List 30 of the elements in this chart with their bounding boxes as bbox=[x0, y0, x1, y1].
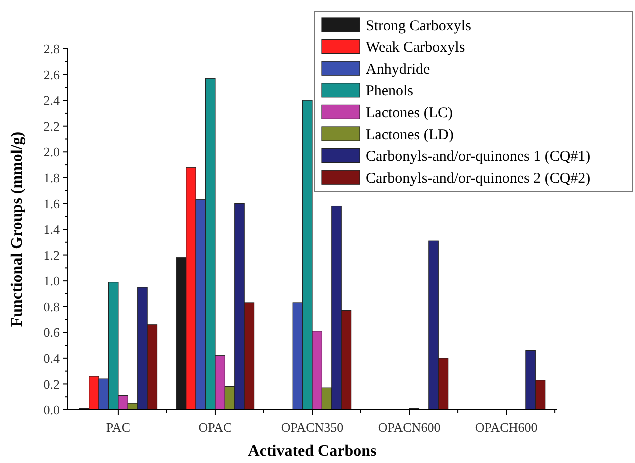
y-tick-label: 1.4 bbox=[44, 222, 60, 238]
legend-label: Strong Carboxyls bbox=[366, 18, 472, 34]
x-tick-label: OPACN350 bbox=[281, 420, 344, 435]
legend-label: Lactones (LD) bbox=[366, 127, 454, 144]
y-tick-label: 0.2 bbox=[44, 376, 60, 392]
y-tick-label: 0.6 bbox=[44, 325, 60, 340]
legend-label: Carbonyls-and/or-quinones 1 (CQ#1) bbox=[366, 149, 591, 166]
y-tick-label: 1.6 bbox=[44, 196, 60, 212]
y-tick-label: 2.6 bbox=[44, 67, 60, 82]
legend-label: Lactones (LC) bbox=[366, 105, 454, 122]
y-tick-label: 2.0 bbox=[44, 144, 60, 160]
y-tick-label: 2.2 bbox=[44, 118, 60, 134]
x-tick-label: OPAC bbox=[198, 420, 232, 435]
x-tick-label: OPACN600 bbox=[378, 420, 441, 435]
legend-label: Weak Carboxyls bbox=[366, 40, 466, 56]
x-tick-label: PAC bbox=[106, 420, 131, 435]
x-axis-title: Activated Carbons bbox=[248, 443, 377, 460]
x-tick-label: OPACH600 bbox=[475, 420, 538, 435]
y-tick-label: 1.2 bbox=[44, 248, 60, 263]
y-tick-label: 1.8 bbox=[44, 170, 60, 186]
legend-label: Carbonyls-and/or-quinones 2 (CQ#2) bbox=[366, 170, 591, 187]
y-tick-label: 2.8 bbox=[44, 42, 60, 57]
y-tick-label: 1.0 bbox=[44, 274, 60, 289]
y-tick-label: 0.0 bbox=[44, 402, 60, 418]
y-tick-label: 0.8 bbox=[44, 299, 60, 314]
legend-label: Phenols bbox=[366, 84, 414, 100]
y-tick-label: 0.4 bbox=[44, 350, 60, 366]
y-tick-label: 2.4 bbox=[44, 93, 60, 108]
y-axis-title: Functional Groups (mmol/g) bbox=[9, 132, 26, 328]
legend-label: Anhydride bbox=[366, 62, 430, 78]
